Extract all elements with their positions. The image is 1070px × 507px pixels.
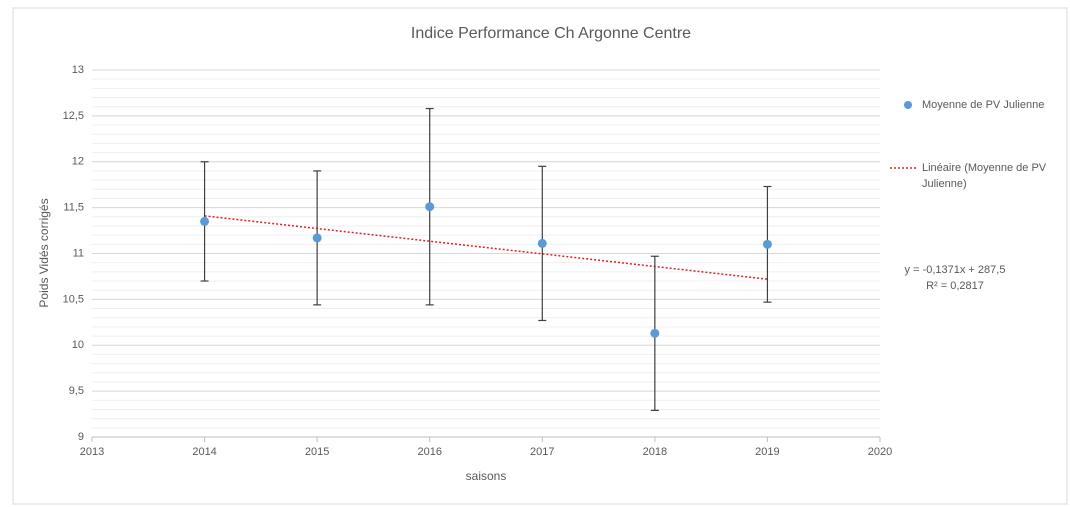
y-tick-label: 13	[72, 64, 84, 76]
y-tick-label: 12	[72, 156, 84, 168]
chart-title: Indice Performance Ch Argonne Centre	[411, 25, 691, 42]
x-tick-label: 2015	[305, 446, 329, 458]
point	[200, 216, 210, 226]
y-tick-label: 11,5	[63, 202, 84, 214]
trend-equation: y = -0,1371x + 287,5	[905, 264, 1006, 276]
legend-label: Moyenne de PV Julienne	[922, 99, 1044, 111]
legend-label: Linéaire (Moyenne de PV Julienne)	[922, 162, 1047, 190]
x-axis-label: saisons	[466, 469, 507, 483]
x-tick-label: 2019	[755, 446, 779, 458]
point	[762, 239, 772, 249]
x-tick-label: 2020	[868, 446, 892, 458]
legend-label-line: Julienne)	[922, 178, 967, 190]
y-tick-label: 10	[72, 339, 84, 351]
chart-border	[12, 7, 1068, 505]
trend-r2: R² = 0,2817	[926, 280, 984, 292]
legend-label-line: Linéaire (Moyenne de PV	[922, 162, 1047, 174]
x-tick-label: 2016	[417, 446, 441, 458]
y-tick-label: 9	[78, 431, 84, 443]
legend-marker	[904, 101, 912, 109]
point	[650, 328, 660, 338]
point	[537, 238, 547, 248]
point	[425, 202, 435, 212]
y-tick-label: 11	[73, 247, 84, 259]
x-tick-label: 2017	[530, 446, 554, 458]
point	[312, 233, 322, 243]
x-tick-label: 2013	[80, 446, 104, 458]
y-tick-label: 10,5	[63, 293, 84, 305]
y-tick-label: 9,5	[69, 385, 84, 397]
y-tick-label: 12,5	[63, 110, 84, 122]
x-tick-label: 2018	[643, 446, 667, 458]
y-axis-label: Poids Vidés corrigés	[37, 198, 51, 307]
trendline	[204, 215, 768, 280]
x-tick-label: 2014	[192, 446, 216, 458]
